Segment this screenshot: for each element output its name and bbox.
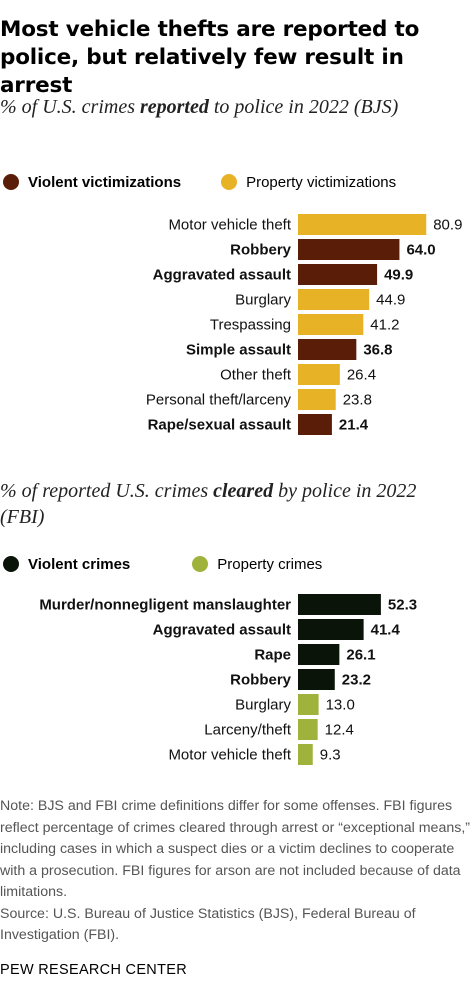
cleared-category-label: Motor vehicle theft: [168, 747, 291, 764]
reported-bar-chart: Motor vehicle theft 80.9 Robbery 64.0 Aggrav…: [146, 214, 462, 435]
cleared-category-label: Aggravated assault: [153, 622, 291, 639]
legend-label-property: Property victimizations: [246, 173, 397, 191]
legend-swatch-violent-crimes: [3, 556, 19, 572]
legend-item-property: Property victimizations: [221, 174, 396, 191]
note-text: Note: BJS and FBI crime definitions diff…: [0, 798, 470, 900]
reported-bar-property: [298, 214, 427, 235]
reported-category-label: Other theft: [220, 367, 292, 384]
footer-credit: PEW RESEARCH CENTER: [0, 962, 187, 978]
reported-category-label: Aggravated assault: [153, 267, 291, 284]
reported-category-label: Simple assault: [186, 342, 291, 359]
reported-bar-violent: [298, 264, 378, 285]
reported-bar-property: [298, 389, 336, 410]
reported-value-label: 80.9: [433, 217, 462, 234]
reported-bar-property: [298, 314, 364, 335]
chart2-subtitle: % of reported U.S. crimes cleared by pol…: [0, 480, 417, 528]
legend-swatch-violent: [3, 174, 19, 190]
cleared-bar-violent: [298, 594, 381, 615]
cleared-category-label: Rape: [254, 647, 291, 664]
cleared-value-label: 26.1: [346, 647, 375, 664]
legend-label-violent-crimes: Violent crimes: [28, 555, 131, 573]
legend-swatch-property: [221, 174, 238, 190]
chart1-legend: Violent victimizations Property victimiz…: [3, 172, 396, 192]
cleared-bar-property: [298, 719, 318, 740]
legend-label-property-crimes: Property crimes: [217, 555, 323, 573]
source-text: Source: U.S. Bureau of Justice Statistic…: [0, 905, 416, 944]
cleared-value-label: 13.0: [326, 697, 355, 714]
reported-category-label: Personal theft/larceny: [146, 392, 292, 409]
legend-label-violent: Violent victimizations: [28, 173, 182, 191]
cleared-value-label: 23.2: [342, 672, 371, 689]
legend-swatch-property-crimes: [192, 556, 209, 572]
chart2-legend: Violent crimes Property crimes: [3, 554, 322, 574]
cleared-value-label: 52.3: [388, 597, 417, 614]
cleared-category-label: Murder/nonnegligent manslaughter: [39, 597, 291, 614]
cleared-value-label: 12.4: [325, 722, 354, 739]
reported-bar-violent: [298, 339, 357, 360]
reported-value-label: 44.9: [376, 292, 405, 309]
cleared-value-label: 9.3: [320, 747, 341, 764]
reported-value-label: 36.8: [363, 342, 392, 359]
reported-value-label: 41.2: [370, 317, 399, 334]
cleared-category-label: Burglary: [235, 697, 291, 714]
chart1-subtitle: % of U.S. crimes reported to police in 2…: [0, 96, 399, 118]
cleared-bar-property: [298, 694, 319, 715]
legend-item-property-crimes: Property crimes: [192, 556, 322, 573]
reported-category-label: Rape/sexual assault: [148, 417, 291, 434]
reported-category-label: Robbery: [230, 242, 292, 259]
reported-value-label: 23.8: [343, 392, 372, 409]
reported-value-label: 26.4: [347, 367, 376, 384]
chart-note: Note: BJS and FBI crime definitions diff…: [0, 796, 474, 947]
reported-bar-property: [298, 364, 340, 385]
cleared-bar-violent: [298, 619, 364, 640]
reported-bar-violent: [298, 239, 400, 260]
reported-value-label: 49.9: [384, 267, 413, 284]
cleared-category-label: Larceny/theft: [204, 722, 292, 739]
reported-bar-violent: [298, 414, 332, 435]
legend-item-violent: Violent victimizations: [3, 174, 181, 191]
legend-item-violent-crimes: Violent crimes: [3, 556, 130, 573]
cleared-bar-violent: [298, 644, 340, 665]
cleared-bar-chart: Murder/nonnegligent manslaughter 52.3 Aggr…: [39, 594, 417, 765]
reported-category-label: Motor vehicle theft: [168, 217, 291, 234]
cleared-bar-property: [298, 744, 313, 765]
reported-bar-property: [298, 289, 370, 310]
cleared-value-label: 41.4: [371, 622, 401, 639]
cleared-category-label: Robbery: [230, 672, 292, 689]
chart-title: Most vehicle thefts are reported to poli…: [0, 17, 420, 98]
cleared-bar-violent: [298, 669, 335, 690]
reported-value-label: 64.0: [406, 242, 435, 259]
reported-category-label: Trespassing: [210, 317, 291, 334]
reported-category-label: Burglary: [235, 292, 291, 309]
reported-value-label: 21.4: [339, 417, 369, 434]
